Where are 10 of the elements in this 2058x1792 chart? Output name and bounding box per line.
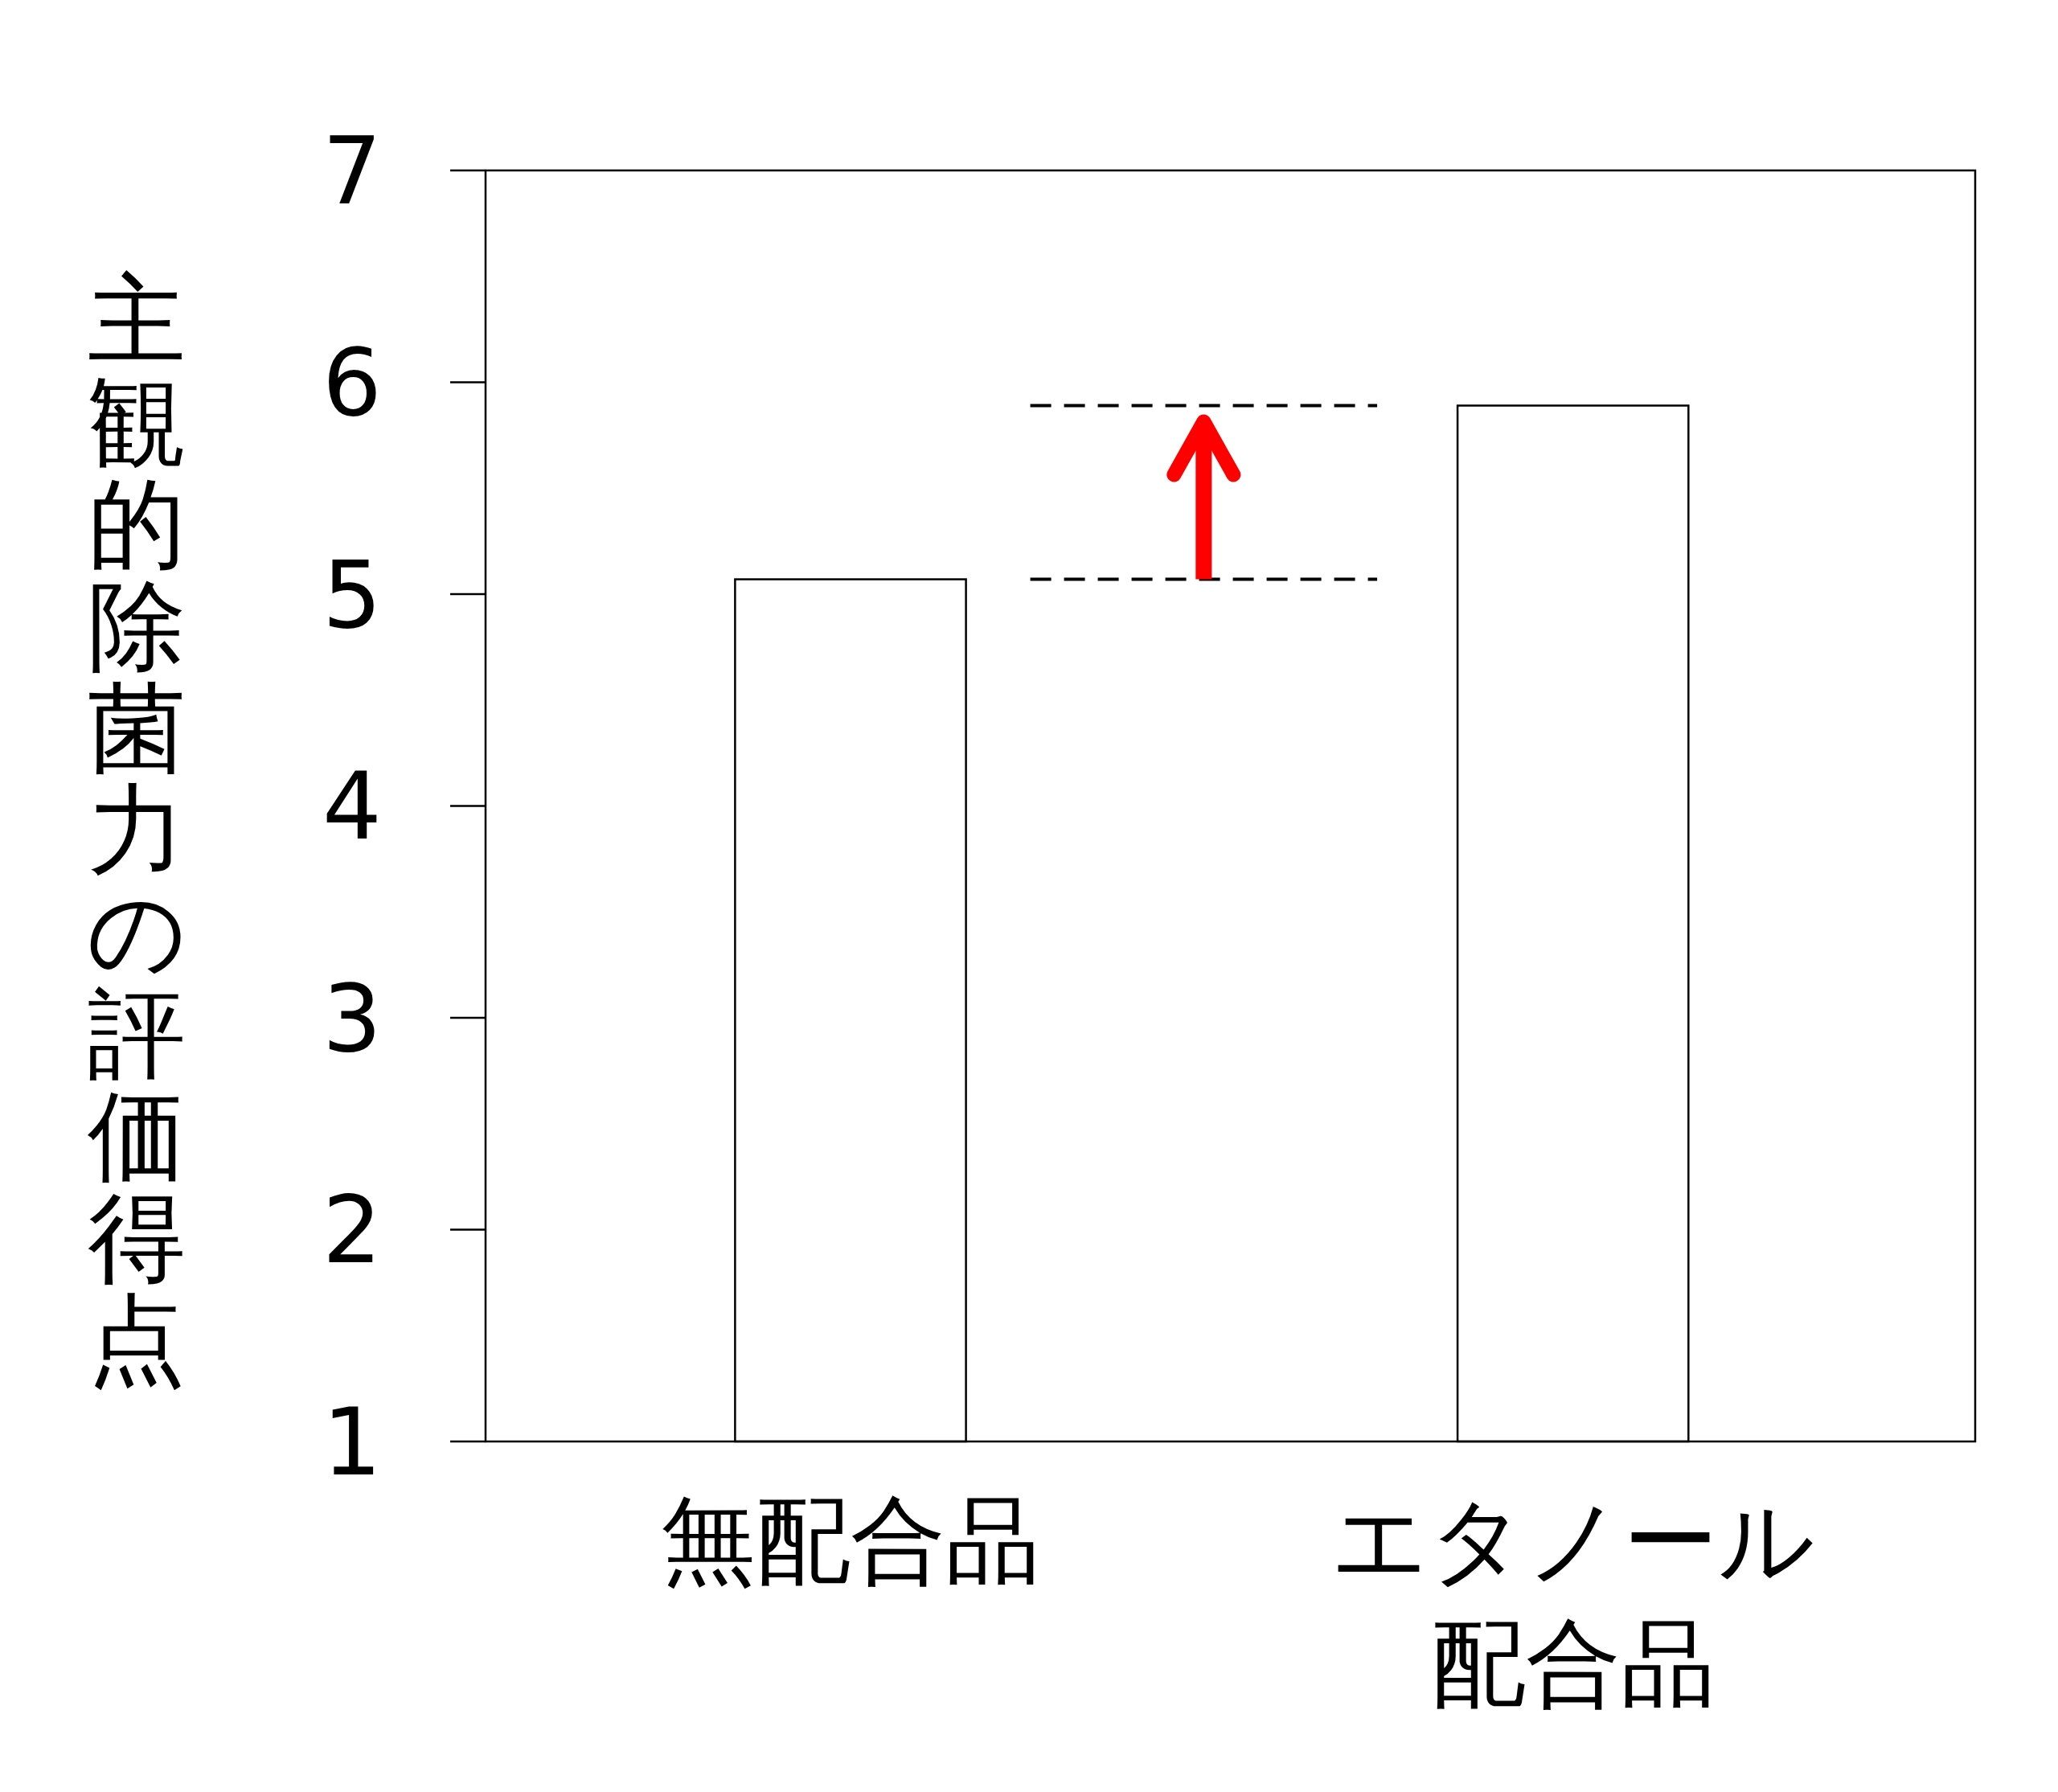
- x-tick-label: 無配合品: [660, 1484, 1041, 1597]
- y-tick-label: 6: [322, 328, 382, 437]
- y-tick-label: 7: [322, 116, 382, 225]
- y-tick-label: 3: [322, 963, 382, 1072]
- x-tick-label: エタノール配合品: [1330, 1484, 1816, 1721]
- y-tick-label: 5: [322, 539, 382, 649]
- y-tick-label: 1: [322, 1387, 382, 1496]
- y-tick-label: 4: [322, 752, 382, 860]
- y-tick-label: 2: [322, 1175, 382, 1284]
- text: 主観的除菌力の評価得点: [87, 263, 187, 1397]
